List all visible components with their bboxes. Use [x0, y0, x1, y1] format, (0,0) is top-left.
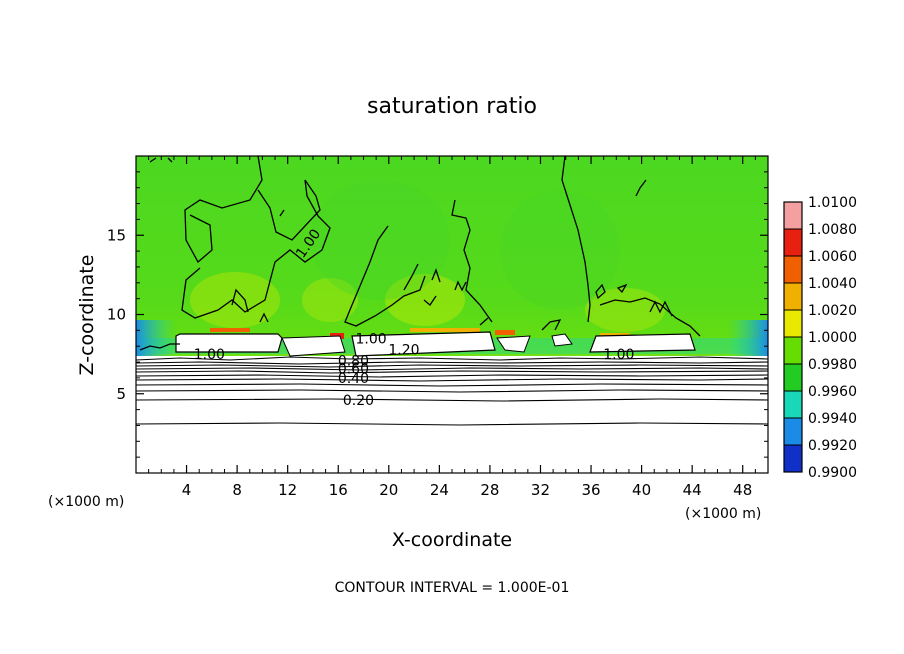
- colorbar-swatch: [784, 364, 802, 391]
- x-axis: 4 8 12 16 20 24 28 32 36 40 44 48: [148, 156, 756, 499]
- colorbar-label: 1.0000: [808, 330, 857, 346]
- contour-label: 1.00: [356, 331, 387, 347]
- contour-label: 1.00: [194, 347, 225, 363]
- colorbar-label: 1.0020: [808, 303, 857, 319]
- colorbar-swatch: [784, 310, 802, 337]
- contour-label: 0.60: [338, 361, 369, 377]
- colorbar-swatch: [784, 283, 802, 310]
- colorbar-label: 0.9900: [808, 465, 857, 481]
- colorbar-label: 1.0060: [808, 249, 857, 265]
- colorbar-label: 0.9940: [808, 411, 857, 427]
- x-tick-label: 36: [581, 481, 600, 499]
- colorbar-swatch: [784, 256, 802, 283]
- colorbar-label: 1.0080: [808, 222, 857, 238]
- x-tick-label: 24: [430, 481, 449, 499]
- colorbar-swatch: [784, 391, 802, 418]
- colorbar-swatch: [784, 418, 802, 445]
- contour-label: 0.80: [338, 353, 369, 369]
- colorbar-label: 0.9920: [808, 438, 857, 454]
- colorbar: 1.0100 1.0080 1.0060 1.0040 1.0020 1.0000 0.99…: [783, 195, 857, 481]
- colorbar-swatch: [784, 229, 802, 256]
- x-tick-label: 8: [232, 481, 242, 499]
- x-axis-label: X-coordinate: [392, 529, 512, 551]
- plot-area: [136, 156, 768, 473]
- contour-label: 1.00: [603, 347, 634, 363]
- y-tick-label: 5: [116, 385, 126, 403]
- x-tick-label: 44: [683, 481, 702, 499]
- x-tick-label: 48: [733, 481, 752, 499]
- x-tick-label: 28: [480, 481, 499, 499]
- contour-label: 0.20: [343, 393, 374, 409]
- x-tick-label: 12: [278, 481, 297, 499]
- x-tick-label: 16: [329, 481, 348, 499]
- x-tick-label: 40: [632, 481, 651, 499]
- y-tick-label: 10: [107, 306, 126, 324]
- contour-interval-note: CONTOUR INTERVAL = 1.000E-01: [335, 580, 570, 596]
- contour-label: 1.20: [388, 342, 419, 358]
- colorbar-swatch: [784, 202, 802, 229]
- colorbar-label: 0.9980: [808, 357, 857, 373]
- x-unit-left: (×1000 m): [48, 494, 124, 510]
- y-tick-label: 15: [107, 226, 126, 244]
- y-axis: 5 10 15: [107, 171, 768, 458]
- x-tick-label: 32: [531, 481, 550, 499]
- contour-label: 0.40: [338, 371, 369, 387]
- colorbar-label: 1.0100: [808, 195, 857, 211]
- colorbar-label: 0.9960: [808, 384, 857, 400]
- chart-title: saturation ratio: [367, 94, 537, 119]
- colorbar-label: 1.0040: [808, 276, 857, 292]
- x-unit-right: (×1000 m): [685, 506, 761, 522]
- x-tick-label: 20: [379, 481, 398, 499]
- colorbar-swatch: [784, 445, 802, 472]
- colorbar-swatch: [784, 337, 802, 364]
- x-tick-label: 4: [182, 481, 192, 499]
- y-axis-label: Z-coordinate: [76, 255, 98, 376]
